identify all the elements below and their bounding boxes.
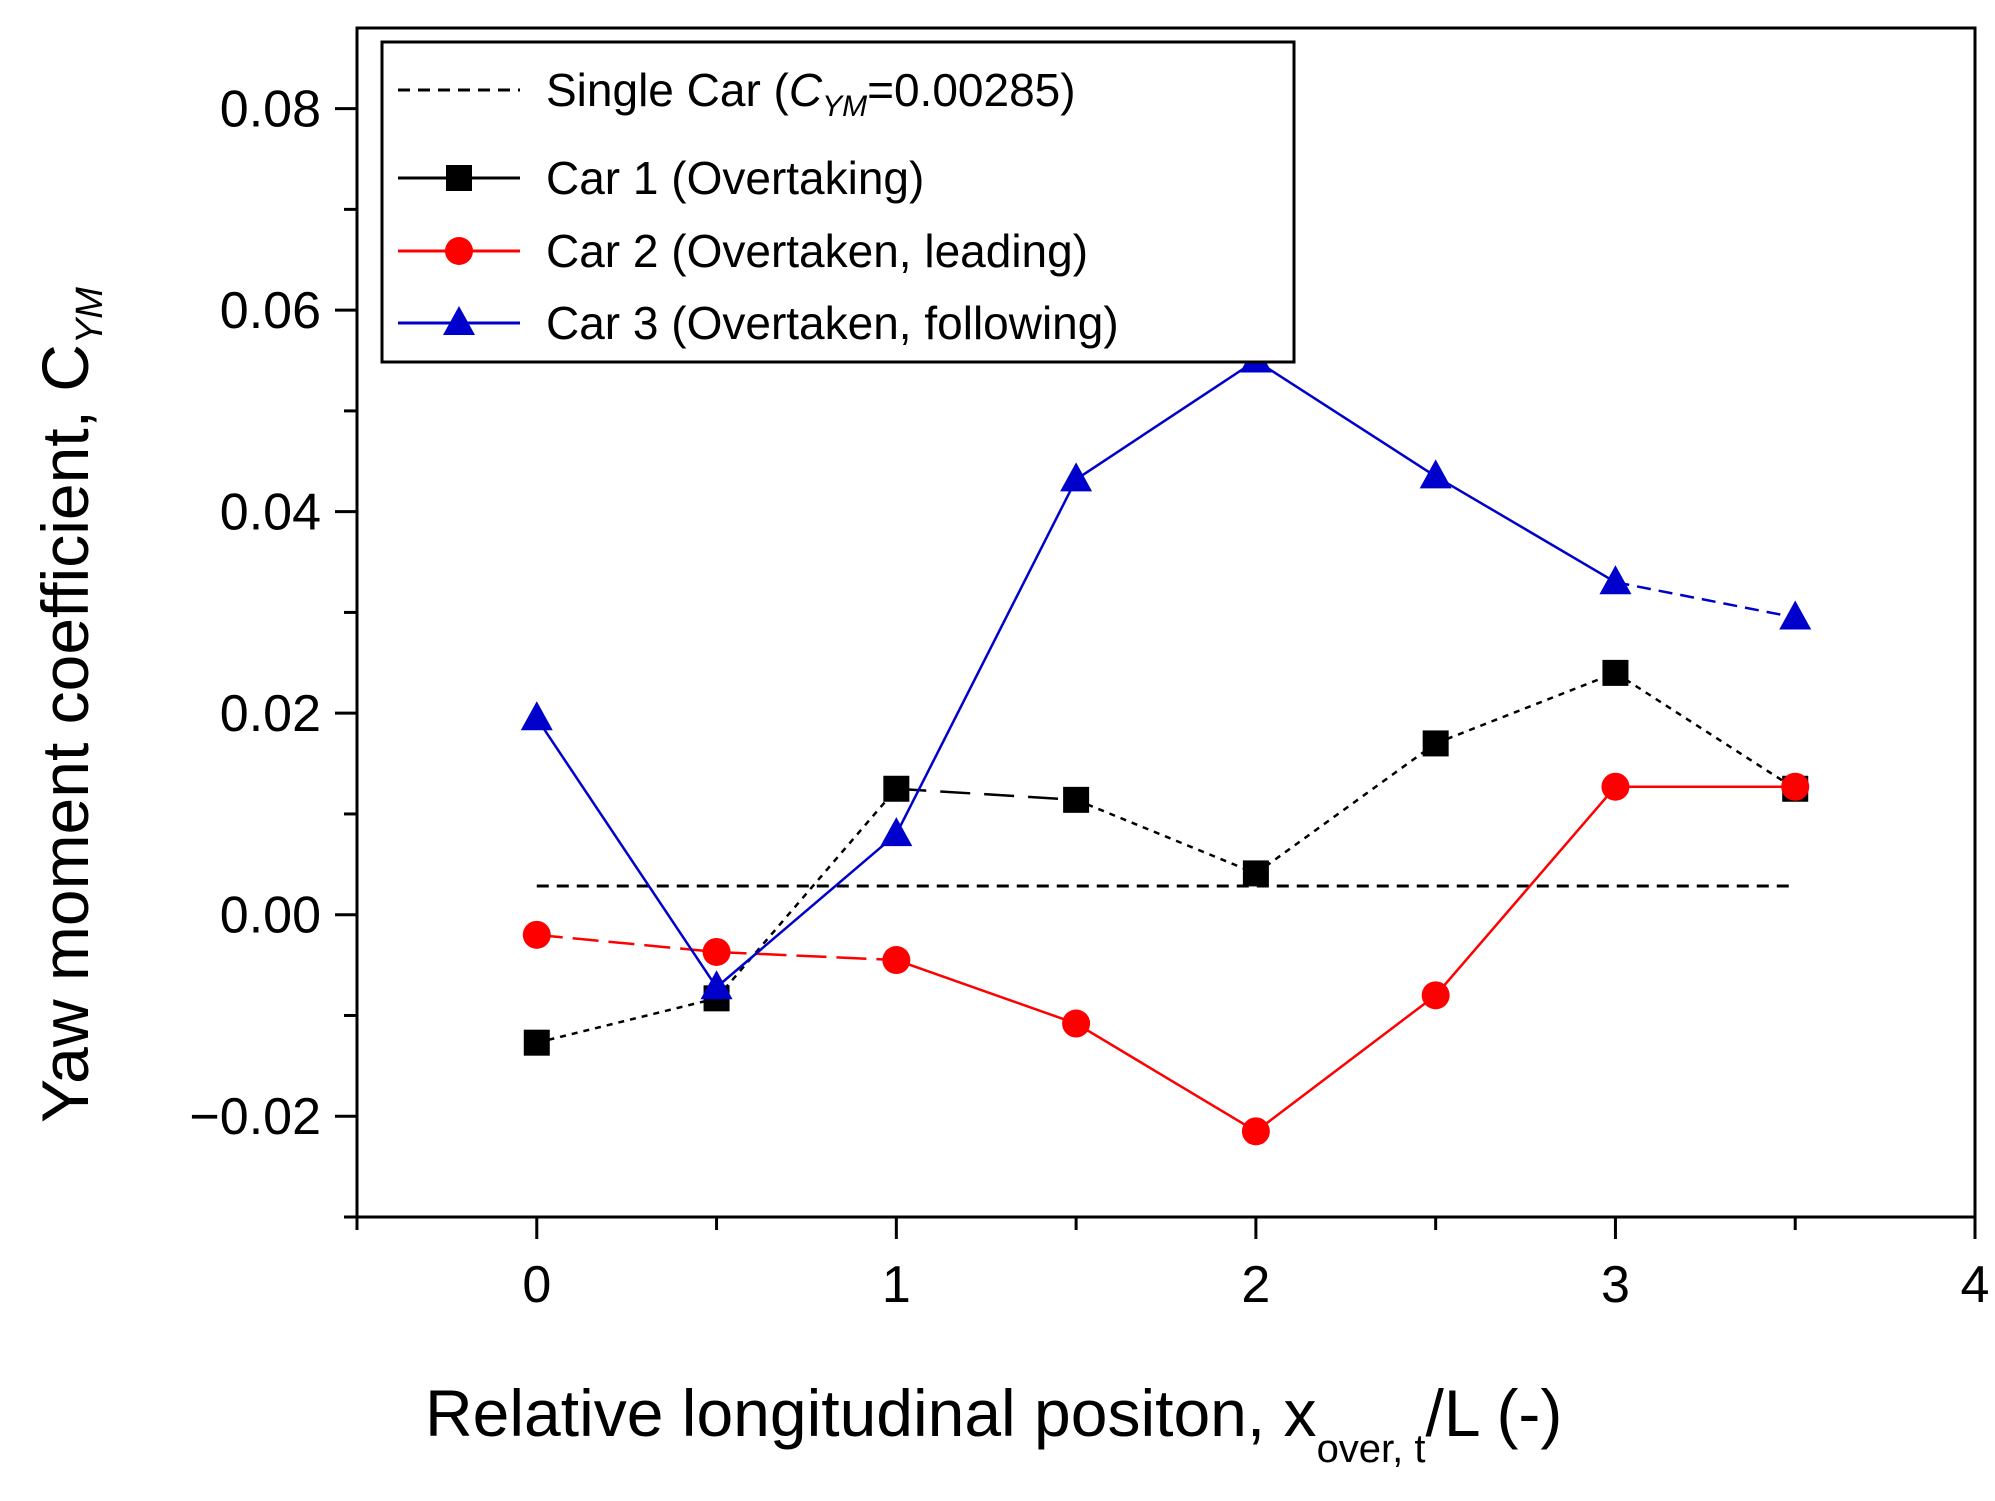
x-tick-label: 2 (1241, 1256, 1270, 1314)
legend-swatch-marker (446, 165, 472, 191)
y-tick-label: 0.00 (220, 887, 321, 945)
series-2-segment (1255, 994, 1437, 1133)
legend-label-single-car: Single Car (CYM=0.00285) (546, 64, 1076, 123)
series-1-segment (536, 997, 717, 1044)
series-2-point (1601, 772, 1630, 801)
series-3-point (880, 817, 913, 847)
series-3-segment (1435, 475, 1617, 584)
series-1-segment (1255, 742, 1437, 875)
series-2-segment (1075, 1022, 1257, 1133)
y-axis-title-sub: YM (69, 287, 111, 344)
series-3 (520, 343, 1812, 1000)
series-1-segment (1075, 798, 1257, 875)
series-3-segment (895, 478, 1078, 835)
series-3-segment (1615, 580, 1796, 619)
legend-label: Car 1 (Overtaking) (546, 152, 924, 204)
series-2-point (1241, 1117, 1270, 1146)
y-axis-title-main: Yaw moment coefficient, C (28, 344, 102, 1123)
legend-label: Car 2 (Overtaken, leading) (546, 225, 1088, 277)
x-tick-label: 3 (1601, 1256, 1630, 1314)
x-axis-title: Relative longitudinal positon, xover, t/… (425, 1376, 1562, 1471)
series-3-segment (1255, 359, 1437, 478)
series-3-segment (1075, 359, 1257, 481)
series-1 (523, 659, 1809, 1056)
y-tick-label: −0.02 (189, 1088, 321, 1146)
x-axis-title-suffix: /L (-) (1426, 1376, 1563, 1450)
series-2-segment (536, 933, 717, 954)
legend-label: Car 3 (Overtaken, following) (546, 297, 1119, 349)
series-1-segment (1435, 671, 1616, 745)
series-3-point (520, 701, 553, 731)
legend-swatch-marker (445, 237, 473, 265)
series-2-point (882, 946, 911, 975)
y-tick-label: 0.08 (220, 81, 321, 139)
y-axis-title: Yaw moment coefficient, CYM (28, 287, 111, 1123)
series-2-point (1421, 981, 1450, 1010)
y-tick-label: 0.04 (220, 484, 321, 542)
y-tick-label: 0.02 (220, 685, 321, 743)
series-1-point (883, 775, 910, 802)
legend-swatch-marker (443, 306, 475, 335)
series-3-point (1599, 565, 1632, 595)
series-1-segment (715, 787, 898, 1000)
series-1-point (1602, 659, 1629, 686)
series-1-segment (1614, 671, 1796, 790)
series-1-point (523, 1029, 550, 1056)
legend: Single Car (CYM=0.00285) Car 1 (Overtaki… (380, 40, 1296, 364)
series-2-segment (1434, 785, 1617, 997)
series-1-point (1063, 786, 1090, 813)
series-1-point (1422, 730, 1449, 757)
plot-frame (355, 26, 1977, 1219)
legend-series: Car 1 (Overtaking) Car 2 (Overtaken, lead… (398, 152, 1119, 349)
series-2-point (702, 937, 731, 966)
series-3-point (1779, 600, 1812, 630)
series-1-segment (896, 787, 1077, 802)
series-2-segment (895, 958, 1077, 1025)
x-tick-label: 4 (1961, 1256, 1990, 1314)
series-3-point (1419, 459, 1452, 489)
series-3-point (1060, 462, 1093, 492)
series-2 (522, 772, 1810, 1146)
series-2-segment (716, 950, 897, 962)
x-axis-title-sub: over, t (1317, 1427, 1426, 1471)
series-1-point (1242, 860, 1269, 887)
series-3-point (700, 970, 733, 1000)
series-3-segment (715, 833, 898, 989)
x-tick-label: 0 (522, 1256, 551, 1314)
axes-layer: 0 1 2 3 4 −0.02 0.00 0.02 0.04 0.06 0.08 (189, 26, 1990, 1314)
series-2-point (522, 920, 551, 949)
series-layer (520, 343, 1812, 1146)
x-tick-label: 1 (882, 1256, 911, 1314)
series-3-segment (535, 717, 718, 988)
x-axis-title-main: Relative longitudinal positon, x (425, 1376, 1317, 1450)
y-tick-label: 0.06 (220, 282, 321, 340)
series-2-point (1062, 1009, 1091, 1038)
legend-box (380, 40, 1296, 364)
series-2-point (1781, 772, 1810, 801)
